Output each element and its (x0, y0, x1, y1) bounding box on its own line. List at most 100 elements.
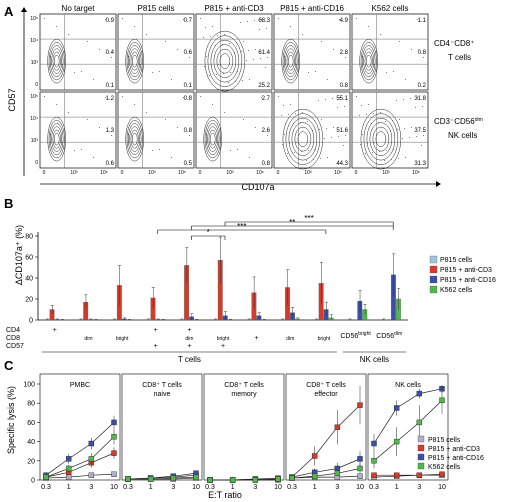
data-point (416, 419, 423, 426)
event-dot (296, 64, 297, 65)
row-label: CD8 (6, 335, 20, 342)
event-dot (339, 97, 340, 98)
data-point (111, 450, 117, 456)
event-dot (218, 64, 219, 65)
legend-swatch (429, 285, 438, 294)
panel-a-xlabel: CD107a (241, 182, 274, 192)
contour (366, 117, 396, 161)
event-dot (397, 129, 398, 130)
row-label: CD57 (6, 343, 24, 350)
event-dot (62, 64, 63, 65)
quadrant-value: 0.8 (184, 128, 193, 134)
event-dot (319, 129, 320, 130)
xtick-label: 10⁵ (100, 170, 108, 176)
data-point (393, 405, 400, 411)
contour (128, 123, 142, 155)
quadrant-value: 55.1 (336, 96, 348, 102)
quadrant-value: 31.8 (414, 96, 426, 102)
event-dot (237, 71, 238, 72)
data-point (357, 402, 363, 408)
quadrant-value: 51.6 (336, 128, 348, 134)
event-dot (318, 100, 319, 101)
event-dot (417, 19, 418, 20)
data-point (311, 473, 318, 479)
lysis-line (291, 458, 361, 478)
legend-label: P815 cells (428, 437, 461, 444)
event-dot (312, 130, 313, 131)
contour (131, 132, 138, 146)
contour (285, 48, 297, 74)
event-dot (315, 71, 316, 72)
subplot-frame (203, 373, 285, 481)
lysis-line (127, 472, 197, 480)
event-dot (398, 158, 399, 159)
event-dot (235, 81, 236, 82)
contour (287, 54, 294, 68)
x-tick-label: 3 (253, 484, 257, 491)
event-dot (253, 59, 254, 60)
contour (48, 42, 65, 81)
event-dot (152, 72, 153, 73)
quadrant-value: 2.8 (340, 50, 349, 56)
event-dot (217, 35, 218, 36)
event-dot (415, 107, 416, 108)
event-dot (325, 99, 326, 100)
panel-a-ylabel: CD57 (7, 88, 17, 111)
event-dot (396, 100, 397, 101)
legend-swatch (417, 444, 425, 452)
row-label-line2: NK cells (448, 131, 477, 140)
data-point (88, 472, 95, 478)
legend-swatch (417, 435, 425, 443)
event-dot (308, 150, 309, 151)
data-point (334, 424, 341, 430)
event-dot (315, 149, 316, 150)
quadrant-value: 0.4 (106, 50, 115, 56)
column-title: P815 + anti-CD3 (204, 4, 264, 13)
event-dot (205, 27, 206, 28)
subplot-title: CD8⁺ T cells (306, 382, 346, 389)
data-point (393, 438, 400, 445)
cd57-mark: + (187, 343, 191, 350)
cd8-mark: + (255, 335, 259, 342)
subplot-title: PMBC (70, 382, 90, 389)
contour (129, 126, 141, 152)
event-dot (321, 119, 322, 120)
event-dot (423, 57, 424, 58)
quadrant-value: 0.1 (106, 83, 115, 89)
event-dot (246, 60, 247, 61)
event-dot (356, 18, 357, 19)
data-point (357, 456, 363, 462)
quadrant-value: 1.2 (106, 96, 115, 102)
facs-plot (117, 91, 195, 169)
y-tick-label: 60 (27, 420, 35, 427)
event-dot (421, 145, 422, 146)
event-dot (177, 127, 178, 128)
event-dot (409, 137, 410, 138)
event-dot (87, 41, 88, 42)
xtick-label: 10³ (382, 170, 390, 176)
event-dot (378, 122, 379, 123)
event-dot (265, 67, 266, 68)
quadrant-value: 0.5 (184, 161, 193, 167)
column-title: No target (62, 4, 96, 13)
contour (210, 39, 240, 83)
contour (130, 129, 139, 149)
panel-a: No target P815 cells P815 + anti-CD3 P815 +… (30, 4, 482, 176)
column-title: P815 + anti-CD16 (280, 4, 344, 13)
legend-label: P815 + anti-CD3 (428, 446, 480, 453)
quadrant-value: 0.2 (418, 83, 427, 89)
event-dot (380, 34, 381, 35)
event-dot (278, 18, 279, 19)
event-dot (281, 115, 282, 116)
subplot-subtitle: memory (231, 391, 257, 398)
x-tick-label: 1 (313, 484, 317, 491)
event-dot (128, 56, 129, 57)
event-dot (206, 134, 207, 135)
ytick-label: 10⁴ (30, 38, 38, 44)
facs-plot (351, 13, 429, 91)
contour (282, 108, 324, 170)
sig-star: *** (237, 222, 246, 231)
event-dot (379, 151, 380, 152)
ytick-label: 10³ (31, 60, 39, 66)
event-dot (249, 157, 250, 158)
